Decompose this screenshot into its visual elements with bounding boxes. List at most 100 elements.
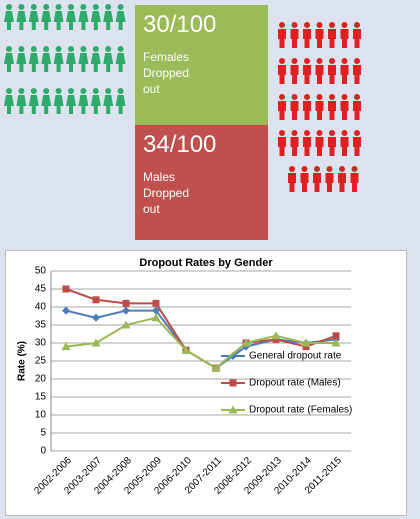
icon-body [78, 11, 89, 30]
icon-body [340, 101, 349, 120]
person-icon [278, 94, 286, 120]
icon-body [66, 95, 76, 114]
person-icon [278, 22, 286, 48]
person-icon [290, 22, 299, 48]
icon-body [103, 95, 114, 114]
icon-body [353, 137, 361, 156]
y-tick-label: 25 [35, 356, 47, 367]
icon-body [66, 11, 76, 30]
icon-body [328, 65, 336, 84]
icon-head [354, 94, 360, 100]
y-tick-label: 30 [35, 338, 47, 349]
icon-body [290, 29, 299, 48]
female-box: 30/100 Females Dropped out [135, 5, 268, 125]
person-icon [103, 88, 114, 114]
person-icon [16, 88, 27, 114]
icon-head [55, 4, 62, 10]
icon-body [278, 65, 286, 84]
icon-head [289, 166, 295, 172]
marker [91, 338, 101, 347]
icon-body [41, 53, 52, 72]
icon-head [279, 94, 285, 100]
icon-head [314, 166, 320, 172]
icon-body [90, 53, 101, 72]
marker [61, 342, 71, 351]
icon-head [30, 4, 37, 10]
marker [301, 338, 311, 347]
person-icon [41, 46, 52, 72]
icon-head [304, 58, 310, 64]
person-icon [78, 46, 89, 72]
icon-head [92, 46, 99, 52]
icon-head [316, 22, 323, 28]
icon-head [117, 4, 124, 10]
person-icon [115, 88, 126, 114]
y-axis-label: Rate (%) [17, 341, 28, 381]
y-tick-label: 5 [40, 428, 46, 439]
icon-head [329, 94, 335, 100]
icon-head [316, 58, 323, 64]
person-icon [303, 22, 311, 48]
marker [241, 338, 251, 347]
icon-head [105, 4, 112, 10]
marker [229, 379, 237, 387]
person-icon [303, 94, 311, 120]
y-tick-label: 45 [35, 284, 47, 295]
person-icon [288, 166, 296, 192]
male-label: Males Dropped out [143, 170, 190, 216]
y-tick-label: 15 [35, 392, 47, 403]
person-icon [315, 94, 324, 120]
person-icon [340, 22, 349, 48]
male-icons [278, 22, 361, 192]
icon-head [341, 94, 348, 100]
chart-title: Dropout Rates by Gender [139, 257, 273, 269]
person-icon [290, 58, 299, 84]
icon-head [55, 46, 62, 52]
icon-head [43, 4, 50, 10]
icon-body [78, 53, 89, 72]
icon-body [340, 65, 349, 84]
icon-body [290, 137, 299, 156]
person-icon [350, 166, 359, 192]
person-icon [90, 46, 101, 72]
marker [271, 331, 281, 340]
person-icon [4, 4, 14, 30]
icon-body [28, 11, 39, 30]
icon-body [288, 173, 296, 192]
person-icon [66, 88, 76, 114]
icon-head [291, 58, 298, 64]
person-icon [328, 130, 336, 156]
person-icon [53, 88, 64, 114]
icon-body [350, 173, 359, 192]
icon-head [105, 46, 112, 52]
person-icon [353, 94, 361, 120]
female-fraction: 30/100 [143, 11, 217, 38]
icon-body [300, 173, 309, 192]
person-icon [103, 46, 114, 72]
marker [332, 332, 340, 340]
icon-body [90, 11, 101, 30]
icon-head [301, 166, 308, 172]
icon-body [315, 65, 324, 84]
icon-body [340, 29, 349, 48]
male-fraction: 34/100 [143, 131, 217, 158]
person-icon [340, 94, 349, 120]
marker [229, 352, 237, 360]
icon-body [353, 65, 361, 84]
icon-body [41, 11, 52, 30]
person-icon [290, 130, 299, 156]
icon-head [68, 88, 74, 94]
y-tick-label: 10 [35, 410, 47, 421]
icon-body [78, 95, 89, 114]
person-icon [338, 166, 346, 192]
marker [121, 320, 131, 329]
icon-head [117, 46, 124, 52]
person-icon [353, 58, 361, 84]
icon-head [304, 22, 310, 28]
icon-head [291, 94, 298, 100]
person-icon [66, 46, 76, 72]
person-icon [53, 46, 64, 72]
y-tick-label: 35 [35, 320, 47, 331]
person-icon [353, 22, 361, 48]
marker [151, 313, 161, 322]
